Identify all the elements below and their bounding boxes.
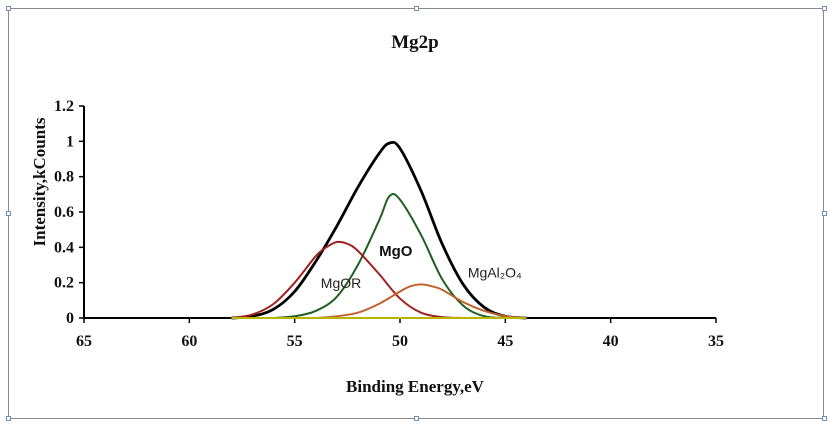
x-tick-label: 50 (392, 333, 408, 350)
y-tick-label: 0.2 (54, 275, 74, 292)
annotation-label: MgOR (321, 275, 361, 291)
y-tick-label: 1.2 (54, 98, 74, 115)
y-tick-label: 0.8 (54, 169, 74, 186)
y-axis-label: Intensity,kCounts (30, 117, 49, 246)
x-tick-label: 35 (708, 333, 724, 350)
y-tick-label: 0.4 (54, 239, 74, 256)
resize-handle-right[interactable] (822, 211, 827, 216)
resize-handle-top[interactable] (414, 6, 419, 11)
x-tick-label: 60 (181, 333, 197, 350)
resize-handle-bottom[interactable] (414, 416, 419, 421)
x-tick-label: 55 (287, 333, 303, 350)
series-line-mgor (231, 240, 464, 319)
series-line-mgal-o- (315, 283, 527, 319)
resize-handle-top-right[interactable] (822, 6, 827, 11)
annotation-group: MgO MgOR MgAl₂O₄ (321, 243, 522, 291)
resize-handle-bottom-right[interactable] (822, 416, 827, 421)
series-group (231, 140, 527, 320)
chart-title: Mg2p (391, 32, 439, 53)
x-tick-label: 65 (76, 333, 92, 350)
resize-handle-left[interactable] (6, 211, 11, 216)
x-tick-label: 45 (497, 333, 513, 350)
annotation-label: MgAl₂O₄ (468, 264, 522, 280)
tick-group: 65 60 55 50 45 40 35 0 0.2 0.4 0.6 0.8 1 1.2 (54, 98, 724, 350)
x-tick-label: 40 (603, 333, 619, 350)
chart-frame (8, 8, 824, 419)
resize-handle-top-left[interactable] (6, 6, 11, 11)
y-tick-label: 0.6 (54, 204, 74, 221)
y-tick-label: 0 (66, 310, 74, 327)
series-line-series-0 (231, 140, 527, 320)
y-tick-label: 1 (66, 133, 74, 150)
annotation-label: MgO (379, 243, 413, 260)
series-line-mgo (273, 192, 506, 319)
resize-handle-bottom-left[interactable] (6, 416, 11, 421)
x-axis-label: Binding Energy,eV (346, 377, 485, 396)
